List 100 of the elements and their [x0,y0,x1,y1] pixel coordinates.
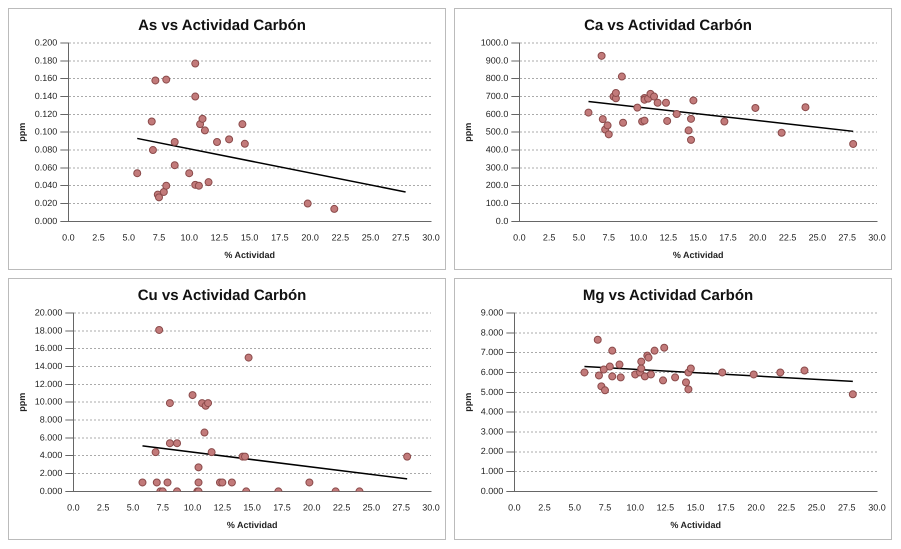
x-tick-label: 17.5 [717,502,735,512]
x-tick-label: 27.5 [838,232,856,242]
x-tick-label: 15.0 [243,502,261,512]
x-tick-label: 2.5 [92,232,105,242]
y-tick-label: 0.000 [34,216,58,226]
x-tick-label: 7.5 [598,502,612,512]
y-tick-label: 500.0 [486,126,508,137]
x-tick-label: 20.0 [303,502,321,512]
y-tick-label: 800.0 [486,73,508,84]
x-tick-label: 17.5 [719,232,737,242]
y-tick-label: 8.000 [480,327,504,338]
x-tick-label: 0.0 [62,232,75,242]
x-tick-label: 25.0 [362,502,380,512]
x-axis-title: % Actividad [670,520,722,530]
y-tick-label: 2.000 [480,446,504,456]
y-tick-label: 12.000 [34,378,62,389]
x-tick-label: 22.5 [778,502,796,512]
y-tick-label: 400.0 [486,144,508,155]
y-tick-label: 0.120 [34,108,58,119]
x-tick-label: 7.5 [152,232,166,242]
x-tick-label: 15.0 [686,502,704,512]
y-tick-label: 0.000 [480,486,504,496]
x-tick-label: 30.0 [422,232,440,242]
x-tick-label: 17.5 [273,502,291,512]
x-tick-label: 30.0 [422,502,440,512]
x-tick-label: 17.5 [271,232,289,242]
x-tick-label: 0.0 [67,502,80,512]
x-tick-label: 7.5 [156,502,170,512]
x-tick-label: 10.0 [180,232,198,242]
x-tick-label: 15.0 [240,232,258,242]
x-tick-label: 30.0 [868,232,886,242]
x-tick-label: 27.5 [392,232,410,242]
x-tick-label: 5.0 [572,232,586,242]
y-tick-label: 18.000 [34,325,62,336]
x-axis-title: % Actividad [224,250,276,260]
y-tick-label: 300.0 [486,162,508,172]
chart-title: As vs Actividad Carbón [138,17,306,34]
y-axis-title: ppm [16,122,27,142]
x-tick-label: 5.0 [568,502,582,512]
x-tick-label: 15.0 [689,232,707,242]
x-tick-label: 12.5 [214,502,232,512]
x-axis-title: % Actividad [226,520,278,530]
x-tick-label: 0.0 [508,502,521,512]
y-tick-label: 5.000 [480,386,504,397]
y-tick-label: 10.000 [34,396,62,407]
x-tick-label: 20.0 [749,232,767,242]
y-tick-label: 9.000 [480,307,504,318]
x-tick-label: 20.0 [301,232,319,242]
y-tick-label: 1.000 [480,466,504,476]
y-tick-label: 14.000 [34,361,62,372]
y-tick-label: 0.200 [34,37,58,48]
x-tick-label: 30.0 [868,502,886,512]
y-tick-label: 8.000 [40,414,62,425]
x-tick-label: 20.0 [747,502,765,512]
chart-title: Cu vs Actividad Carbón [138,287,306,304]
y-tick-label: 0.020 [34,198,58,208]
x-tick-label: 22.5 [332,502,350,512]
y-tick-label: 6.000 [40,432,62,442]
x-tick-label: 27.5 [392,502,410,512]
y-axis-title: ppm [462,392,473,412]
x-tick-label: 7.5 [602,232,616,242]
y-tick-label: 0.040 [34,180,58,190]
y-tick-label: 0.0 [496,216,508,226]
x-tick-label: 12.5 [656,502,674,512]
y-tick-label: 600.0 [486,108,508,119]
x-tick-label: 10.0 [626,502,644,512]
y-tick-label: 0.100 [34,126,58,137]
x-tick-label: 2.5 [96,502,110,512]
x-tick-label: 5.0 [126,502,140,512]
x-tick-label: 27.5 [838,502,856,512]
y-tick-label: 16.000 [34,343,62,354]
x-tick-label: 22.5 [332,232,350,242]
x-tick-label: 2.5 [538,502,551,512]
y-tick-label: 0.060 [34,162,58,172]
y-axis-title: ppm [462,122,473,142]
x-tick-label: 25.0 [808,502,826,512]
chart-title: Ca vs Actividad Carbón [584,17,752,34]
y-tick-label: 20.000 [34,307,62,318]
y-tick-label: 6.000 [480,366,504,377]
y-tick-label: 900.0 [486,55,508,66]
x-tick-label: 2.5 [542,232,556,242]
y-tick-label: 0.160 [34,73,58,84]
y-tick-label: 2.000 [40,468,62,478]
x-tick-label: 10.0 [184,502,202,512]
y-tick-label: 3.000 [480,426,504,436]
x-tick-label: 12.5 [210,232,228,242]
y-tick-label: 0.180 [34,55,58,66]
y-tick-label: 1000.0 [480,37,508,48]
x-tick-label: 25.0 [362,232,380,242]
y-tick-label: 200.0 [486,180,508,190]
x-tick-label: 22.5 [778,232,796,242]
x-tick-label: 25.0 [808,232,826,242]
x-tick-label: 0.0 [513,232,526,242]
x-tick-label: 12.5 [660,232,678,242]
y-tick-label: 7.000 [480,347,504,358]
chart-title: Mg vs Actividad Carbón [582,287,754,304]
y-tick-label: 0.140 [34,91,58,102]
x-tick-label: 10.0 [630,232,648,242]
x-tick-label: 5.0 [122,232,136,242]
x-axis-title: % Actividad [672,250,724,260]
